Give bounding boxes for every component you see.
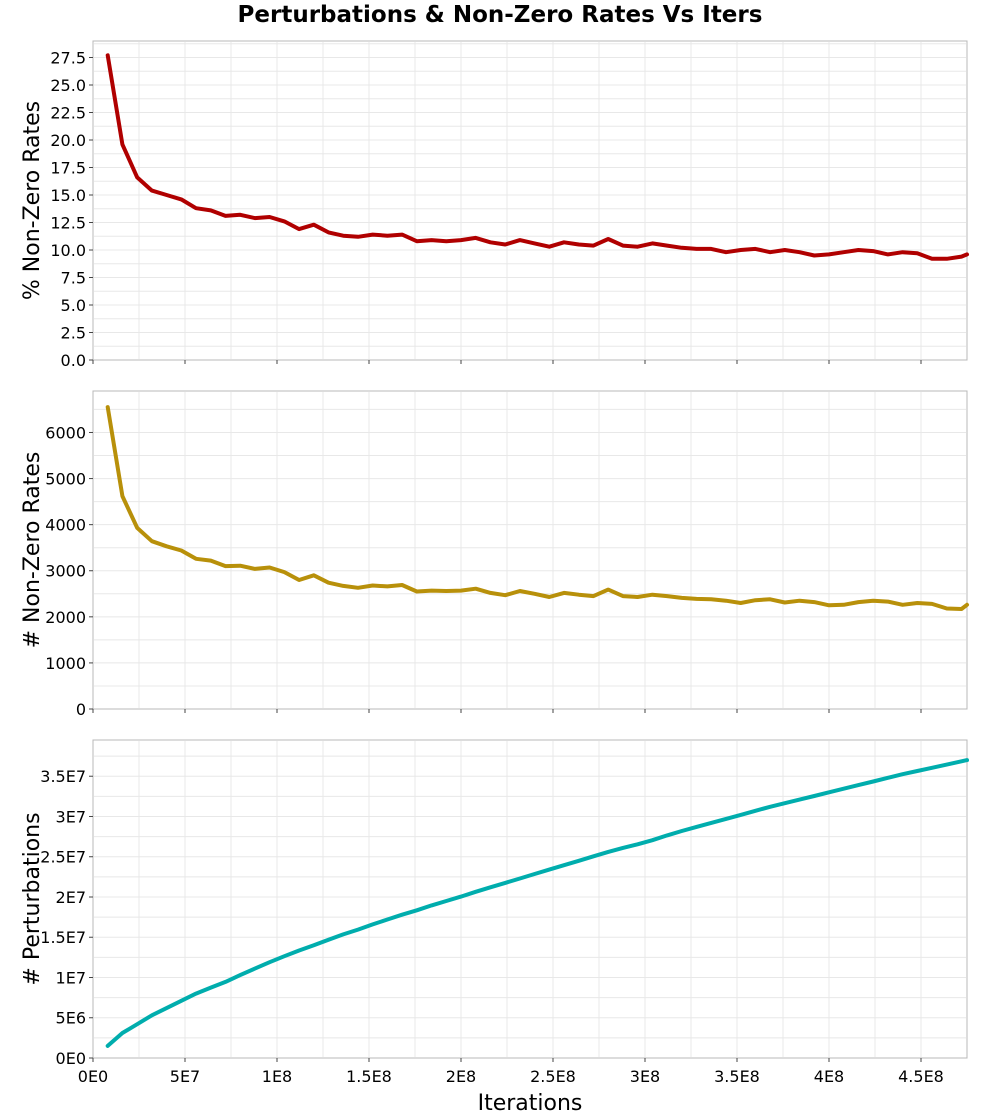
x-tick-label-perturbations: 3E8: [630, 1067, 660, 1086]
x-tick-label-perturbations: 2.5E8: [530, 1067, 576, 1086]
x-tick-label-perturbations: 3.5E8: [714, 1067, 760, 1086]
x-tick-label-perturbations: 4.5E8: [898, 1067, 944, 1086]
x-tick-label-perturbations: 1.5E8: [346, 1067, 392, 1086]
y-tick-label-pct-nonzero: 25.0: [50, 76, 86, 95]
y-tick-label-pct-nonzero: 0.0: [61, 351, 86, 370]
y-tick-label-perturbations: 0E0: [56, 1049, 86, 1068]
plot-area-num-nonzero: [92, 390, 968, 710]
y-tick-label-perturbations: 1E7: [56, 968, 86, 987]
y-tick-label-perturbations: 1.5E7: [40, 928, 86, 947]
x-axis-label: Iterations: [478, 1091, 583, 1116]
y-tick-label-pct-nonzero: 22.5: [50, 104, 86, 123]
x-tick-label-perturbations: 0E0: [78, 1067, 108, 1086]
x-tick-label-perturbations: 2E8: [446, 1067, 476, 1086]
y-tick-label-pct-nonzero: 5.0: [61, 296, 86, 315]
series-line-pct-nonzero: [105, 53, 969, 261]
y-tick-label-perturbations: 5E6: [56, 1009, 86, 1028]
y-tick-label-num-nonzero: 6000: [45, 423, 86, 442]
figure-title: Perturbations & Non-Zero Rates Vs Iters: [237, 2, 763, 28]
y-axis-label-pct-nonzero: % Non-Zero Rates: [20, 101, 45, 300]
y-tick-label-num-nonzero: 1000: [45, 654, 86, 673]
y-axis-label-num-nonzero: # Non-Zero Rates: [20, 452, 45, 649]
y-tick-label-num-nonzero: 0: [76, 700, 86, 719]
y-tick-label-num-nonzero: 5000: [45, 470, 86, 489]
y-tick-label-pct-nonzero: 20.0: [50, 131, 86, 150]
y-tick-label-pct-nonzero: 27.5: [50, 49, 86, 68]
y-tick-label-pct-nonzero: 7.5: [61, 269, 86, 288]
y-tick-label-pct-nonzero: 12.5: [50, 214, 86, 233]
y-tick-label-perturbations: 3E7: [56, 807, 86, 826]
plot-area-perturbations: [92, 739, 968, 1059]
x-tick-label-perturbations: 4E8: [814, 1067, 844, 1086]
y-tick-label-num-nonzero: 3000: [45, 562, 86, 581]
y-tick-label-perturbations: 2.5E7: [40, 848, 86, 867]
y-tick-label-pct-nonzero: 2.5: [61, 324, 86, 343]
y-tick-label-perturbations: 2E7: [56, 888, 86, 907]
y-tick-label-pct-nonzero: 17.5: [50, 159, 86, 178]
y-tick-label-num-nonzero: 4000: [45, 516, 86, 535]
y-axis-label-perturbations: # Perturbations: [20, 812, 45, 985]
x-tick-label-perturbations: 5E7: [170, 1067, 200, 1086]
series-line-perturbations: [105, 758, 969, 1048]
series-line-num-nonzero: [105, 405, 969, 611]
x-tick-label-perturbations: 1E8: [262, 1067, 292, 1086]
y-tick-label-pct-nonzero: 10.0: [50, 241, 86, 260]
y-tick-label-perturbations: 3.5E7: [40, 767, 86, 786]
y-tick-label-pct-nonzero: 15.0: [50, 186, 86, 205]
plot-area-pct-nonzero: [92, 40, 968, 361]
y-tick-label-num-nonzero: 2000: [45, 608, 86, 627]
